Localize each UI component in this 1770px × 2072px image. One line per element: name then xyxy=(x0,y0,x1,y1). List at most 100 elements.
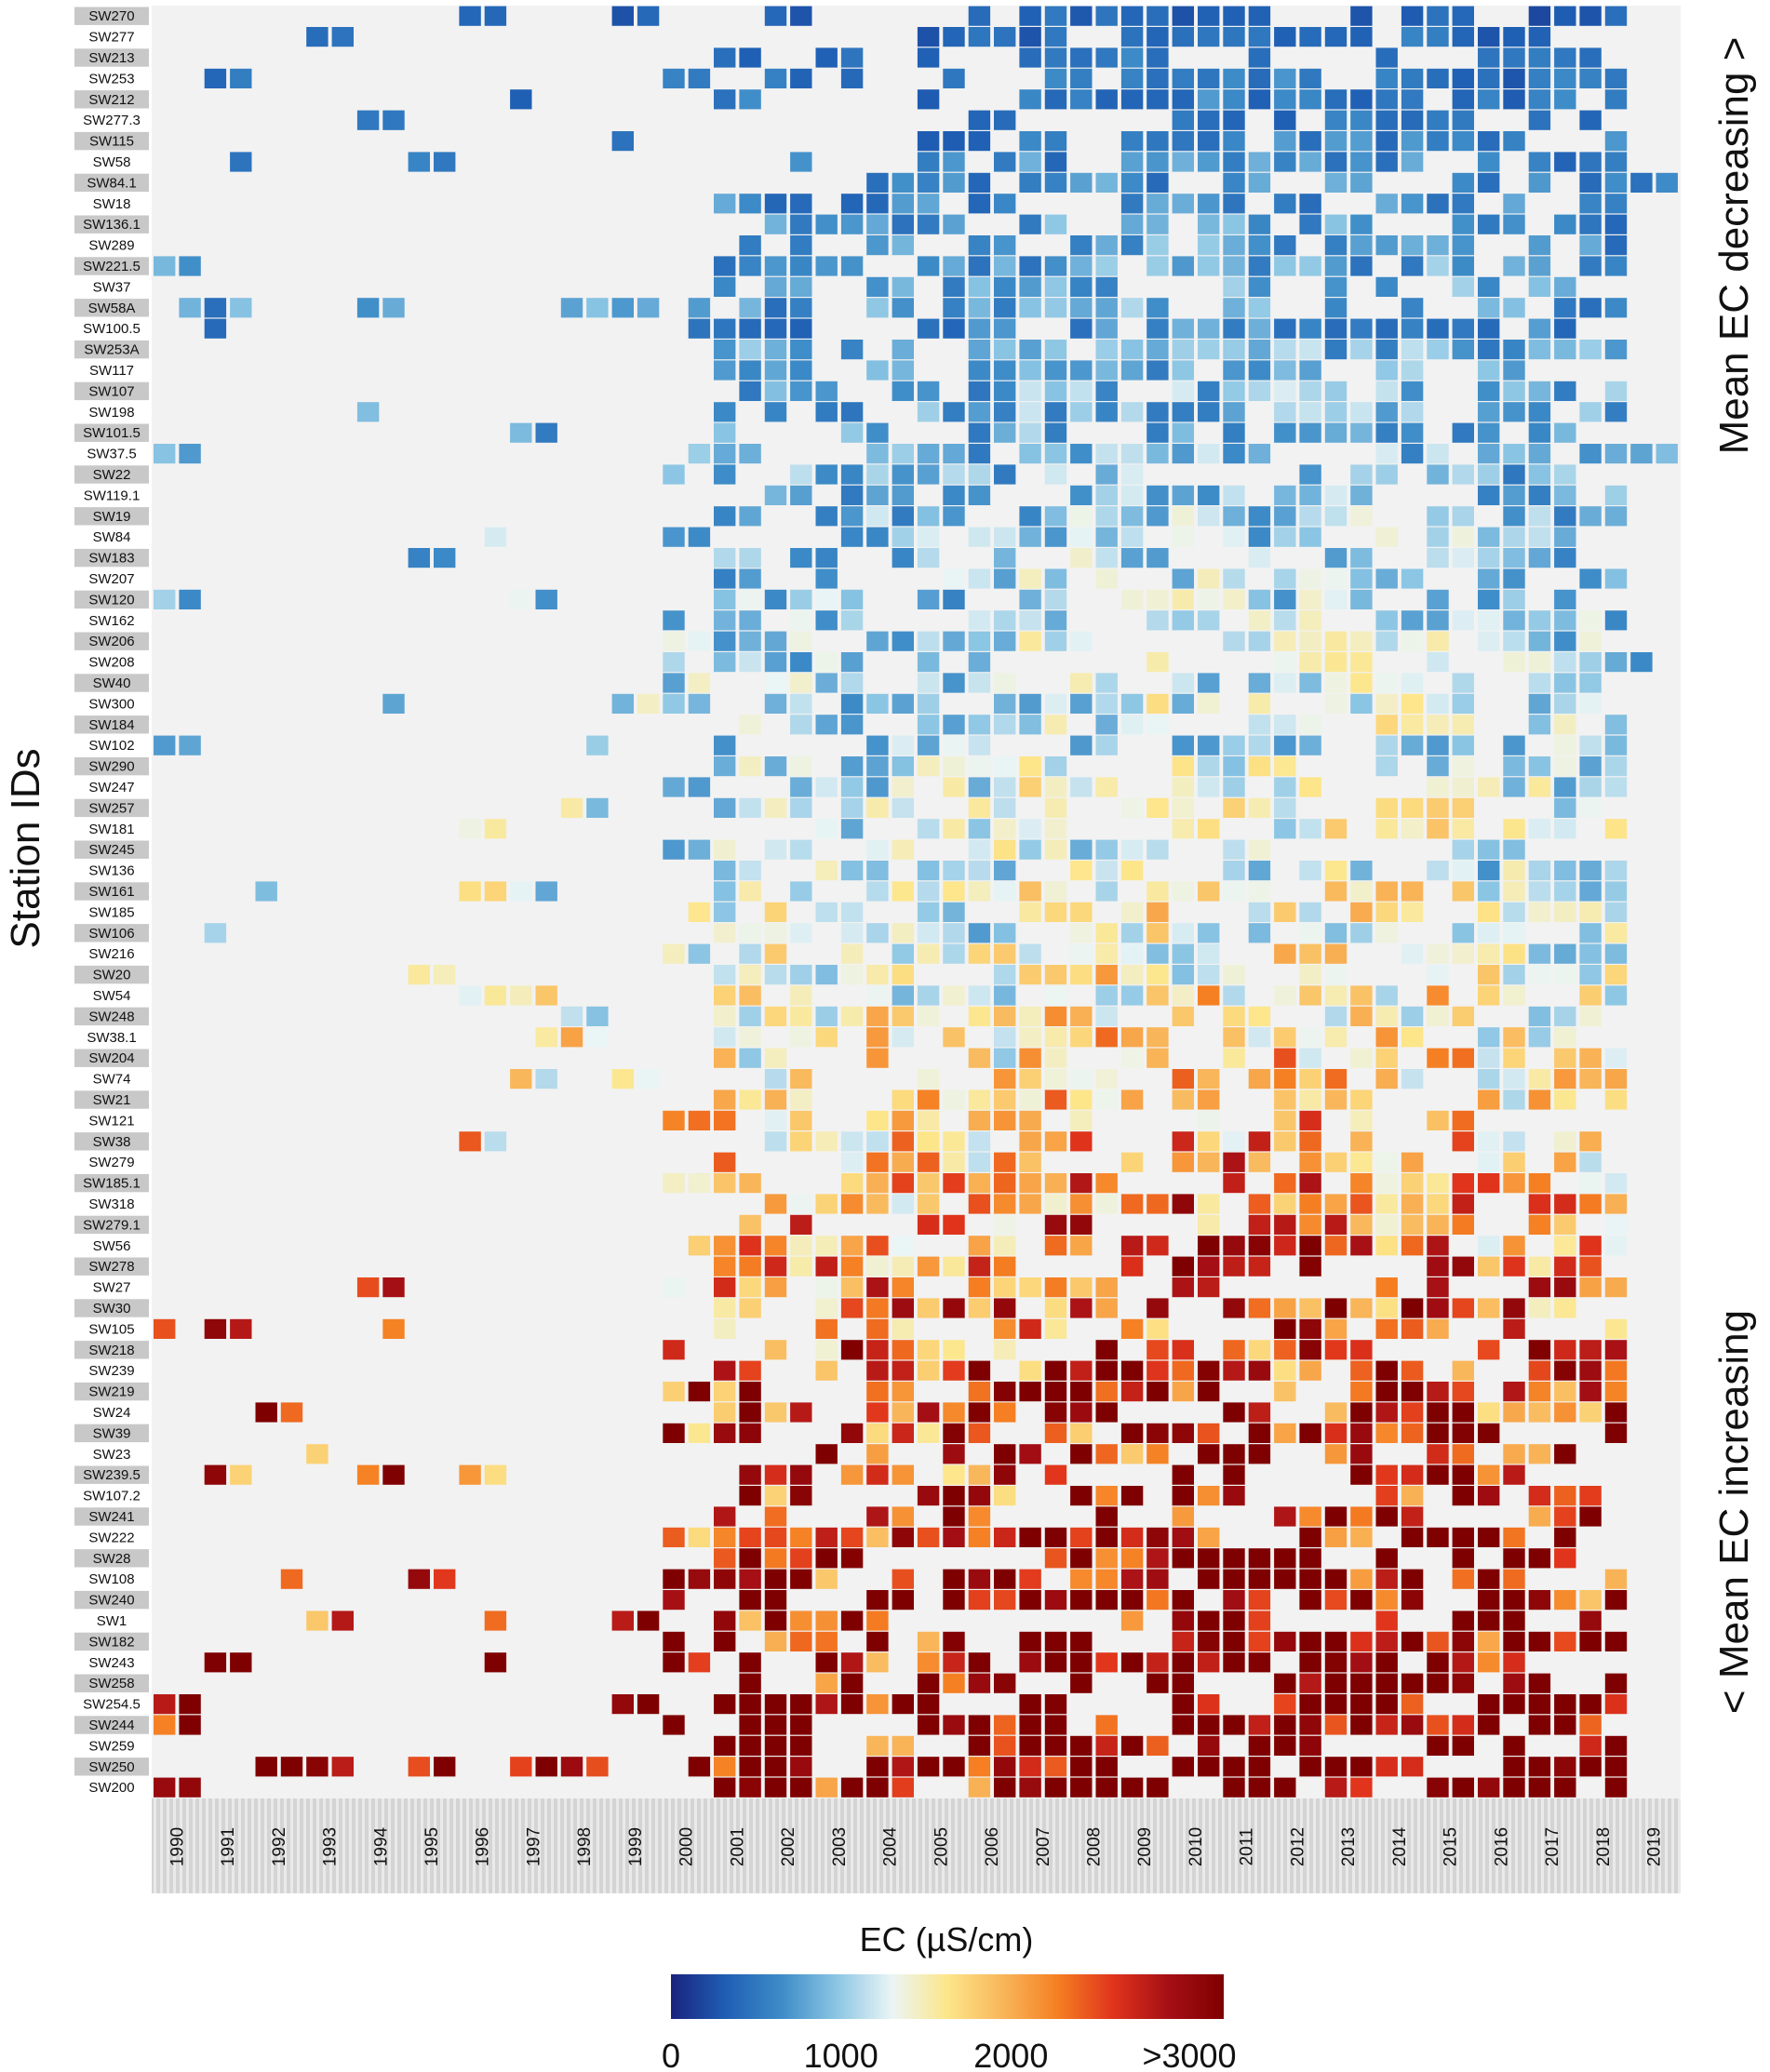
heatmap-cell xyxy=(1528,1673,1551,1693)
heatmap-cell xyxy=(1274,610,1296,631)
heatmap-cell xyxy=(917,1527,940,1547)
heatmap-cell xyxy=(840,673,864,693)
heatmap-cell xyxy=(1375,1715,1398,1735)
heatmap-cell xyxy=(1452,881,1474,902)
heatmap-cell xyxy=(1248,861,1271,881)
heatmap-cell xyxy=(943,1569,965,1589)
year-stripe xyxy=(193,1798,195,1893)
heatmap-cell xyxy=(688,902,711,922)
heatmap-cell xyxy=(739,985,761,1006)
heatmap-cell xyxy=(739,1735,761,1756)
year-stripe xyxy=(1404,1798,1407,1893)
heatmap-cell xyxy=(1427,1173,1449,1194)
year-label: 2011 xyxy=(1238,1828,1257,1866)
heatmap-cell xyxy=(1019,610,1041,631)
heatmap-cell xyxy=(510,589,532,609)
heatmap-cell xyxy=(714,402,736,422)
heatmap-cell xyxy=(1019,1590,1041,1611)
station-label: SW119.1 xyxy=(84,488,141,503)
heatmap-cell xyxy=(1579,1360,1602,1381)
heatmap-cell xyxy=(1375,1569,1398,1589)
heatmap-cell xyxy=(1503,1069,1525,1089)
heatmap-cell xyxy=(815,777,838,797)
heatmap-cell xyxy=(230,1652,252,1673)
heatmap-cell xyxy=(1223,89,1245,110)
heatmap-cell xyxy=(1401,693,1424,714)
heatmap-cell xyxy=(968,568,991,589)
heatmap-cell xyxy=(1223,1256,1245,1277)
heatmap-cell xyxy=(1172,6,1194,26)
heatmap-cell xyxy=(1172,1611,1194,1631)
heatmap-cell xyxy=(917,402,940,422)
heatmap-cell xyxy=(1019,1631,1041,1651)
heatmap-cell xyxy=(1274,318,1296,339)
heatmap-cell xyxy=(1095,1777,1118,1798)
heatmap-cell xyxy=(892,506,914,527)
heatmap-cell xyxy=(943,756,965,777)
heatmap-cell xyxy=(1019,422,1041,443)
heatmap-cell xyxy=(1299,381,1321,401)
heatmap-cell xyxy=(764,1735,787,1756)
heatmap-cell xyxy=(1452,735,1474,755)
heatmap-cell xyxy=(714,548,736,568)
station-label-bg xyxy=(74,340,149,359)
station-label: SW84 xyxy=(93,529,131,545)
heatmap-cell xyxy=(1579,1173,1602,1194)
heatmap-cell xyxy=(1427,1236,1449,1256)
heatmap-cell xyxy=(892,756,914,777)
heatmap-cell xyxy=(663,652,685,673)
station-label: SW23 xyxy=(93,1447,131,1463)
heatmap-cell xyxy=(1044,1631,1067,1651)
heatmap-cell xyxy=(1579,1131,1602,1152)
year-stripe xyxy=(1157,1798,1160,1893)
heatmap-cell xyxy=(484,819,507,839)
heatmap-cell xyxy=(688,1236,711,1256)
heatmap-cell xyxy=(917,985,940,1006)
year-stripe xyxy=(1183,1798,1186,1893)
heatmap-cell xyxy=(764,1527,787,1547)
heatmap-cell xyxy=(1324,298,1348,318)
heatmap-cell xyxy=(1528,340,1551,360)
station-label: SW250 xyxy=(88,1759,134,1775)
heatmap-cell xyxy=(1427,110,1449,130)
heatmap-cell xyxy=(1299,1569,1321,1589)
heatmap-cell xyxy=(1427,1464,1449,1485)
heatmap-cell xyxy=(1452,1110,1474,1130)
heatmap-cell xyxy=(1120,923,1144,943)
heatmap-cell xyxy=(1554,1089,1576,1110)
heatmap-cell xyxy=(815,589,838,609)
heatmap-cell xyxy=(1120,6,1144,26)
year-stripe xyxy=(733,1798,736,1893)
heatmap-cell xyxy=(840,1423,864,1443)
heatmap-cell xyxy=(1503,1735,1525,1756)
heatmap-cell xyxy=(1223,131,1245,152)
year-stripe xyxy=(610,1798,612,1893)
heatmap-cell xyxy=(1198,693,1220,714)
heatmap-cell xyxy=(764,1757,787,1777)
heatmap-cell xyxy=(1172,527,1194,547)
heatmap-cell xyxy=(1478,943,1500,964)
heatmap-cell xyxy=(1452,506,1474,527)
year-stripe xyxy=(1274,1798,1277,1893)
heatmap-cell xyxy=(1120,172,1144,193)
heatmap-cell xyxy=(943,631,965,651)
heatmap-cell xyxy=(1478,1298,1500,1318)
year-stripe xyxy=(1443,1798,1446,1893)
heatmap-cell xyxy=(1579,256,1602,276)
heatmap-cell xyxy=(1274,527,1296,547)
heatmap-cell xyxy=(1350,1006,1373,1026)
heatmap-cell xyxy=(1604,194,1628,214)
heatmap-cell xyxy=(1375,1318,1398,1339)
heatmap-cell xyxy=(790,1569,812,1589)
heatmap-cell xyxy=(1324,1340,1348,1360)
year-stripe xyxy=(1378,1798,1381,1893)
heatmap-cell xyxy=(1452,340,1474,360)
heatmap-cell xyxy=(1452,1194,1474,1214)
heatmap-cell xyxy=(1248,6,1271,26)
heatmap-cell xyxy=(1604,1735,1628,1756)
heatmap-cell xyxy=(1248,693,1271,714)
year-stripe xyxy=(1365,1798,1368,1893)
heatmap-cell xyxy=(1503,89,1525,110)
heatmap-cell xyxy=(1324,673,1348,693)
heatmap-cell xyxy=(1554,673,1576,693)
